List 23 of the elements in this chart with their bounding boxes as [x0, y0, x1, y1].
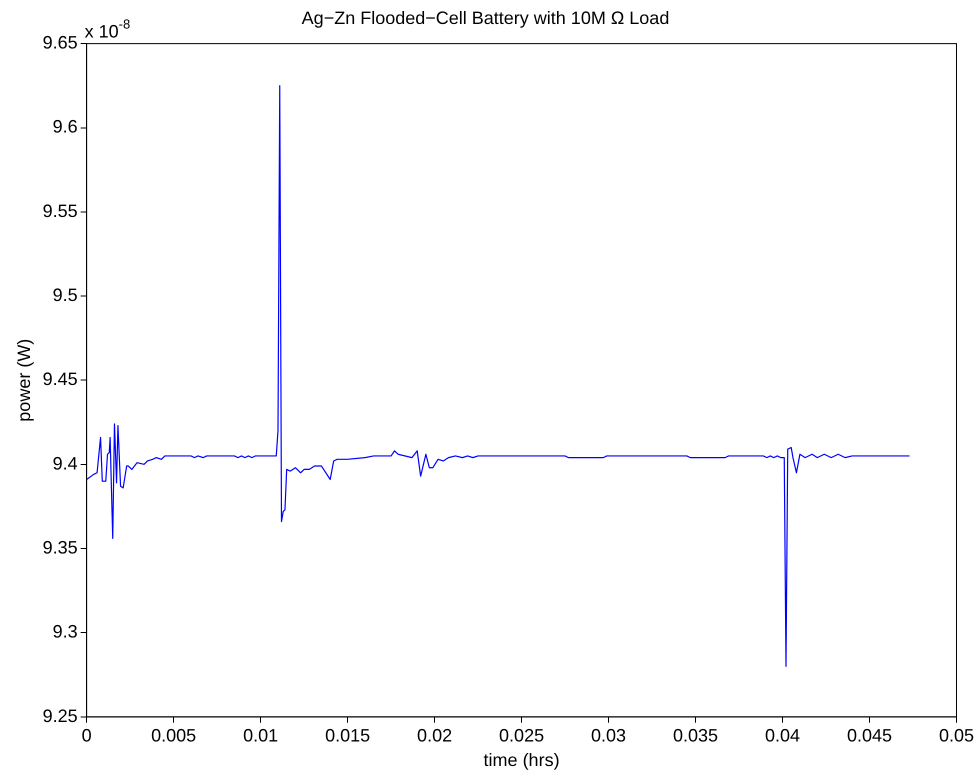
x-tick-label: 0.025 — [499, 726, 544, 746]
y-tick-label: 9.55 — [42, 200, 78, 221]
x-tick-label: 0.01 — [243, 726, 278, 746]
y-tick-label: 9.5 — [52, 285, 78, 306]
x-axis-title: time (hrs) — [484, 750, 560, 770]
y-tick-label: 9.35 — [42, 537, 78, 558]
x-tick-label: 0.03 — [591, 726, 626, 746]
x-tick-label: 0.04 — [764, 726, 800, 746]
x-tick-label: 0.005 — [151, 726, 196, 746]
y-tick-label: 9.4 — [52, 453, 78, 474]
y-tick-label: 9.65 — [42, 32, 78, 53]
x-tick-label: 0.045 — [846, 726, 892, 746]
y-tick-label: 9.25 — [42, 706, 78, 726]
y-axis-title: power (W) — [14, 338, 34, 422]
y-tick-label: 9.6 — [52, 116, 78, 137]
y-tick-label: 9.45 — [42, 369, 78, 390]
y-tick-label: 9.3 — [52, 622, 78, 642]
x-tick-label: 0.015 — [325, 726, 370, 746]
x-tick-label: 0.02 — [417, 726, 452, 746]
chart-title: Ag−Zn Flooded−Cell Battery with 10M Ω Load — [302, 8, 670, 28]
x-tick-label: 0.035 — [673, 726, 718, 746]
x-tick-label: 0.05 — [938, 726, 974, 746]
x-tick-label: 0 — [82, 726, 92, 746]
